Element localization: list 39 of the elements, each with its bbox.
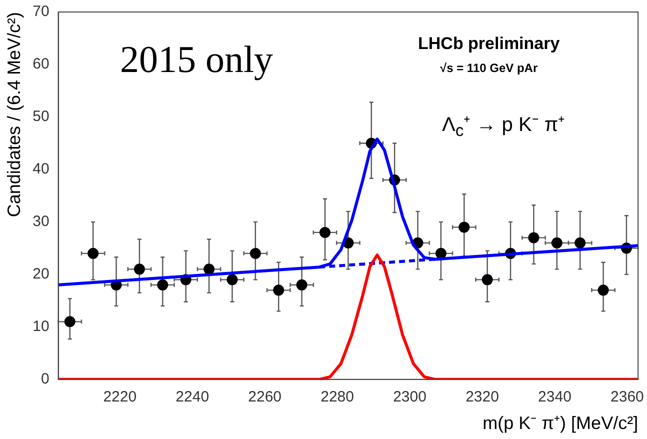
x-tick-label: 2280 — [320, 388, 354, 406]
point — [598, 284, 609, 296]
annotation: Λ$_{c}$⁺ → p K⁻ π⁺ — [442, 113, 566, 141]
y-tick-label: 20 — [32, 266, 50, 283]
annotation: 2015 only — [120, 38, 274, 82]
y-tick-label: 30 — [32, 213, 50, 230]
x-tick-label: 2340 — [538, 388, 572, 406]
y-tick-label: 0 — [40, 370, 50, 388]
point — [88, 248, 99, 259]
y-tick-label: 70 — [32, 3, 50, 20]
y-tick-label: 50 — [32, 108, 50, 126]
point — [204, 264, 215, 275]
x-tick-label: 2320 — [466, 388, 499, 406]
point — [482, 274, 493, 286]
y-tick-label: 60 — [32, 56, 50, 73]
y-axis-title: Candidates / (6.4 MeV/c²) — [4, 12, 24, 218]
point — [226, 274, 238, 286]
x-axis-title: m(p K⁻ π⁺) [MeV/c²] — [482, 413, 638, 434]
x-tick-label: 2360 — [610, 388, 644, 406]
point — [134, 264, 145, 275]
point — [157, 279, 168, 290]
point — [458, 222, 470, 233]
annotation: √s = 110 GeV pAr — [440, 61, 538, 75]
point — [319, 226, 330, 238]
point — [551, 237, 562, 248]
point — [435, 248, 446, 259]
point — [64, 316, 76, 328]
x-tick-label: 2260 — [248, 388, 282, 406]
y-tick-label: 40 — [32, 160, 50, 178]
point — [528, 232, 540, 244]
annotation: LHCb preliminary — [418, 34, 560, 54]
y-tick-label: 10 — [32, 318, 50, 336]
point — [296, 279, 308, 290]
x-tick-label: 2240 — [176, 388, 210, 406]
x-tick-label: 2220 — [103, 388, 137, 406]
point — [273, 284, 284, 296]
point — [250, 248, 261, 259]
x-tick-label: 2300 — [393, 388, 426, 406]
point — [574, 237, 586, 248]
